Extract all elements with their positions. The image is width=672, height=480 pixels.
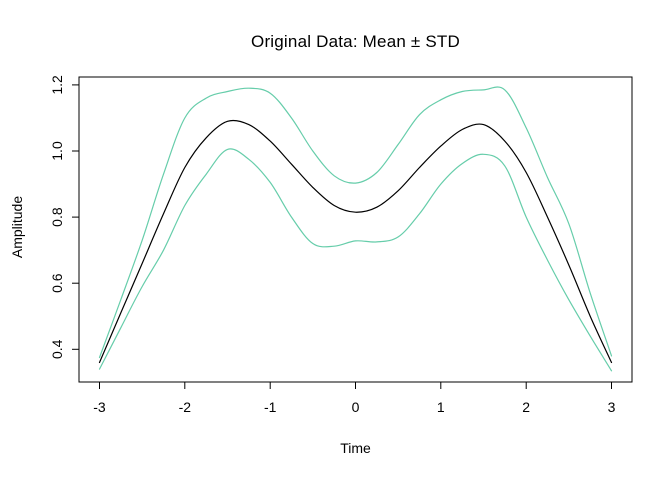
x-tick-label: 3 xyxy=(608,399,616,415)
x-tick-label: 2 xyxy=(522,399,530,415)
x-tick-label: 1 xyxy=(437,399,445,415)
plot-frame xyxy=(78,76,633,383)
x-tick-label: -3 xyxy=(93,399,106,415)
x-axis-label: Time xyxy=(340,440,371,456)
y-tick-label: 0.4 xyxy=(49,339,65,359)
x-tick-label: -2 xyxy=(179,399,192,415)
x-tick-label: 0 xyxy=(352,399,360,415)
chart-title: Original Data: Mean ± STD xyxy=(251,32,460,51)
mean-line xyxy=(98,119,613,364)
y-tick-label: 0.8 xyxy=(49,207,65,227)
y-tick-label: 0.6 xyxy=(49,273,65,293)
x-tick-label: -1 xyxy=(264,399,277,415)
y-axis-label: Amplitude xyxy=(9,195,25,259)
y-tick-label: 1.2 xyxy=(49,75,65,95)
y-tick-label: 1.0 xyxy=(49,141,65,161)
mean-minus-std-line xyxy=(98,148,613,372)
mean-plus-std-line xyxy=(98,86,613,359)
